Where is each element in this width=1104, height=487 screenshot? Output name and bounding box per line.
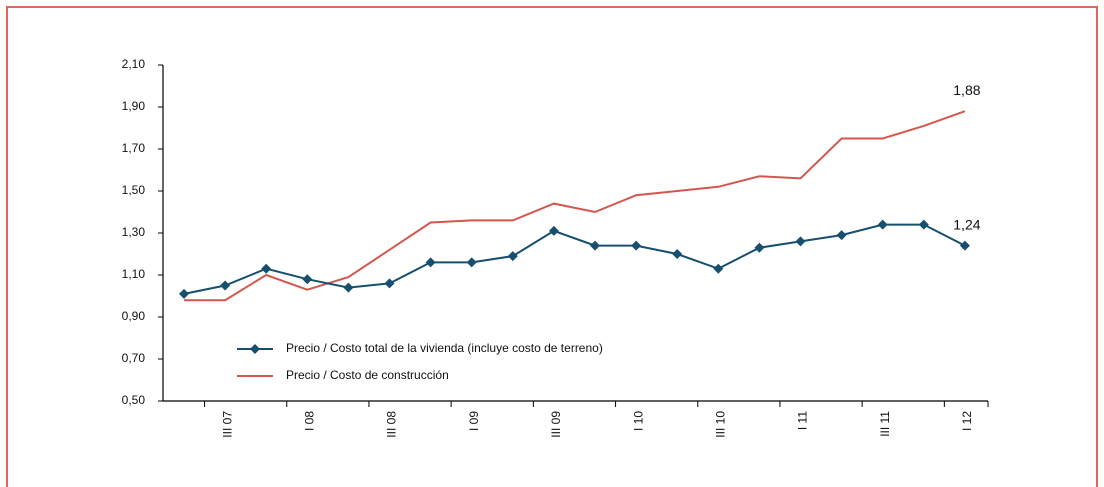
point	[343, 282, 354, 293]
point	[836, 230, 847, 241]
legend-label: Precio / Costo de construcción	[286, 368, 449, 382]
data-label: 1,24	[953, 216, 980, 232]
y-tick-label: 0,70	[122, 351, 146, 365]
y-tick-label: 1,30	[122, 225, 146, 239]
series-line	[184, 110, 966, 302]
y-tick-label: 0,90	[122, 309, 146, 323]
point	[507, 251, 518, 262]
legend-label: Precio / Costo total de la vivienda (inc…	[286, 341, 603, 355]
series-line	[183, 223, 966, 295]
x-tick-label: III 10	[713, 411, 727, 438]
x-tick-label: I 12	[960, 411, 974, 431]
legend-marker	[250, 344, 260, 354]
point	[795, 236, 806, 247]
data-label: 1,88	[953, 82, 980, 98]
point	[713, 263, 724, 274]
point	[877, 219, 888, 230]
point	[261, 263, 272, 274]
point	[918, 219, 929, 230]
x-tick-label: III 07	[220, 411, 234, 438]
x-tick-label: I 10	[631, 411, 645, 431]
y-tick-label: 1,10	[122, 267, 146, 281]
y-tick-label: 1,50	[122, 183, 146, 197]
y-tick-label: 1,70	[122, 141, 146, 155]
y-tick-label: 1,90	[122, 99, 146, 113]
x-tick-label: I 09	[467, 411, 481, 431]
point	[548, 225, 559, 236]
point	[220, 280, 231, 291]
x-tick-label: I 11	[796, 411, 810, 430]
y-tick-label: 0,50	[122, 393, 146, 407]
point	[959, 240, 970, 251]
point	[754, 242, 765, 253]
y-tick-label: 2,10	[122, 57, 146, 71]
point	[179, 288, 189, 299]
point	[631, 240, 642, 251]
point	[384, 278, 395, 289]
point	[672, 249, 683, 259]
frame	[6, 6, 1098, 487]
point	[425, 257, 436, 268]
x-tick-label: III 09	[549, 411, 563, 438]
x-tick-label: I 08	[302, 411, 316, 431]
x-tick-label: III 08	[385, 411, 399, 438]
x-tick-label: III 11	[878, 411, 892, 437]
point	[302, 274, 313, 285]
point	[466, 257, 477, 268]
point	[590, 240, 600, 251]
